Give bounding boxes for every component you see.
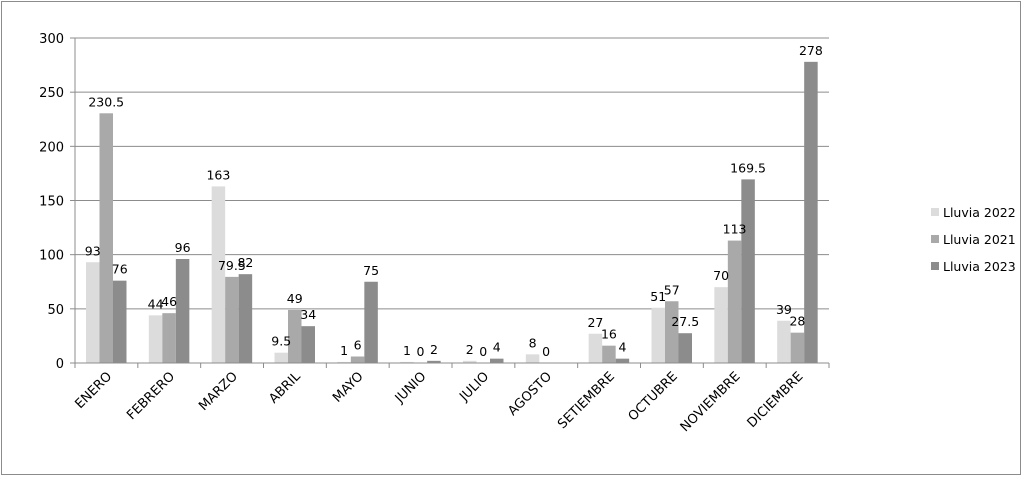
data-label: 44: [148, 296, 164, 311]
bar: [727, 240, 742, 363]
legend-swatch: [931, 262, 939, 270]
bar: [175, 259, 190, 363]
data-label: 39: [776, 302, 792, 317]
data-label: 27: [587, 315, 603, 330]
data-label: 2: [430, 342, 438, 357]
bar: [225, 276, 239, 363]
legend-swatch: [931, 235, 939, 243]
bar: [615, 358, 630, 363]
x-tick-label: ABRIL: [266, 369, 304, 407]
data-label: 34: [300, 307, 316, 322]
data-label: 70: [713, 268, 729, 283]
x-tick-label: OCTUBRE: [626, 369, 681, 424]
bars: [86, 61, 818, 364]
data-label: 57: [664, 282, 680, 297]
data-label: 1: [403, 343, 411, 358]
data-label: 0: [479, 344, 487, 359]
bar: [400, 361, 414, 363]
data-label: 27.5: [671, 314, 699, 329]
bar: [804, 61, 818, 363]
data-label: 6: [354, 338, 362, 353]
data-label: 4: [618, 340, 626, 355]
y-tick-label: 50: [47, 303, 64, 318]
x-tick-label: MAYO: [330, 369, 366, 405]
bar: [714, 287, 728, 363]
data-label: 79.5: [218, 258, 246, 273]
x-tick-label: NOVIEMBRE: [678, 369, 744, 435]
y-tick-label: 0: [56, 357, 64, 372]
y-tick-label: 300: [39, 32, 64, 47]
bar: [490, 358, 504, 363]
bar: [665, 301, 679, 363]
gridlines: [75, 37, 829, 310]
data-label: 113: [723, 222, 747, 237]
legend-swatch: [931, 208, 939, 216]
bar: [288, 309, 302, 363]
data-label: 8: [529, 335, 537, 350]
bar: [588, 333, 603, 363]
bar: [777, 320, 791, 363]
data-label: 49: [287, 291, 303, 306]
data-label: 1: [340, 343, 348, 358]
bar: [337, 361, 351, 363]
data-label: 230.5: [88, 94, 124, 109]
x-tick-label: FEBRERO: [124, 369, 178, 423]
y-tick-label: 100: [39, 249, 64, 264]
data-label: 2: [466, 342, 474, 357]
x-tick-label: SETIEMBRE: [555, 369, 618, 432]
data-label: 16: [601, 327, 617, 342]
y-tick-label: 200: [39, 140, 64, 155]
legend: Lluvia 2022 Lluvia 2021 Lluvia 2023: [931, 205, 1016, 274]
data-label: 28: [789, 314, 805, 329]
data-label: 93: [85, 243, 101, 258]
data-label: 51: [650, 289, 666, 304]
x-tick-label: MARZO: [196, 369, 241, 414]
y-tick-label: 150: [39, 195, 64, 210]
data-label: 278: [799, 43, 823, 58]
legend-label: Lluvia 2021: [943, 232, 1016, 247]
data-label: 0: [416, 344, 424, 359]
data-label: 96: [175, 240, 191, 255]
bar: [678, 333, 692, 363]
bar: [525, 354, 540, 363]
bar: [602, 345, 616, 363]
bar: [86, 262, 100, 363]
data-label: 169.5: [730, 160, 766, 175]
data-label: 82: [237, 255, 253, 270]
bar: [274, 352, 288, 363]
legend-label: Lluvia 2022: [943, 205, 1016, 220]
x-tick-label: ENERO: [73, 369, 116, 412]
x-tick-label: DICIEMBRE: [745, 369, 807, 431]
bar: [427, 360, 441, 363]
data-label: 0: [542, 344, 550, 359]
x-tick-label: JUNIO: [392, 369, 430, 407]
bar: [301, 326, 315, 363]
bar: [790, 332, 805, 363]
bar: [651, 307, 665, 363]
data-label: 76: [112, 262, 128, 277]
data-label: 46: [161, 294, 177, 309]
bar: [350, 356, 365, 363]
bar: [463, 360, 477, 363]
x-tick-label: JULIO: [456, 369, 492, 405]
bar: [148, 315, 163, 363]
data-label: 75: [363, 263, 379, 278]
legend-label: Lluvia 2023: [943, 259, 1016, 274]
data-label: 9.5: [271, 334, 291, 349]
y-tick-label: 250: [39, 86, 64, 101]
bar: [113, 280, 127, 363]
data-label: 4: [493, 340, 501, 355]
bar: [741, 179, 755, 363]
bar: [364, 281, 378, 363]
x-tick-label: AGOSTO: [505, 369, 555, 419]
bar: [211, 186, 226, 363]
bar: [162, 313, 176, 363]
data-label: 163: [206, 167, 230, 182]
bar: [238, 274, 253, 363]
bar: [99, 113, 113, 364]
